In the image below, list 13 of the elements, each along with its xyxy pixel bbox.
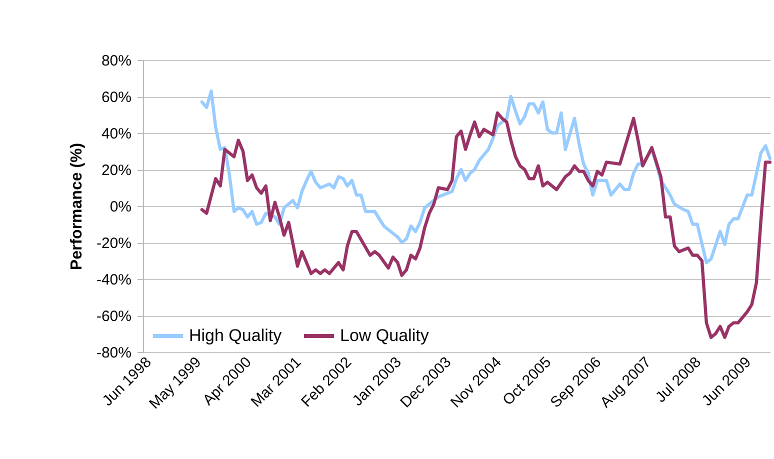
legend-label: High Quality	[189, 326, 282, 345]
y-tick-label: 60%	[101, 89, 132, 106]
y-tick-label: 80%	[101, 52, 132, 70]
y-tick-label: 40%	[101, 126, 132, 142]
y-tick-label: -60%	[96, 308, 132, 325]
y-tick-label: -20%	[96, 235, 132, 252]
legend-label: Low Quality	[340, 326, 430, 345]
line-series	[200, 89, 772, 264]
y-tick-label: 0%	[110, 198, 132, 216]
y-tick-label: -80%	[96, 344, 132, 362]
y-axis-title: Performance (%)	[68, 142, 86, 270]
y-tick-label: -40%	[96, 272, 132, 288]
y-tick-label: 20%	[101, 162, 132, 179]
